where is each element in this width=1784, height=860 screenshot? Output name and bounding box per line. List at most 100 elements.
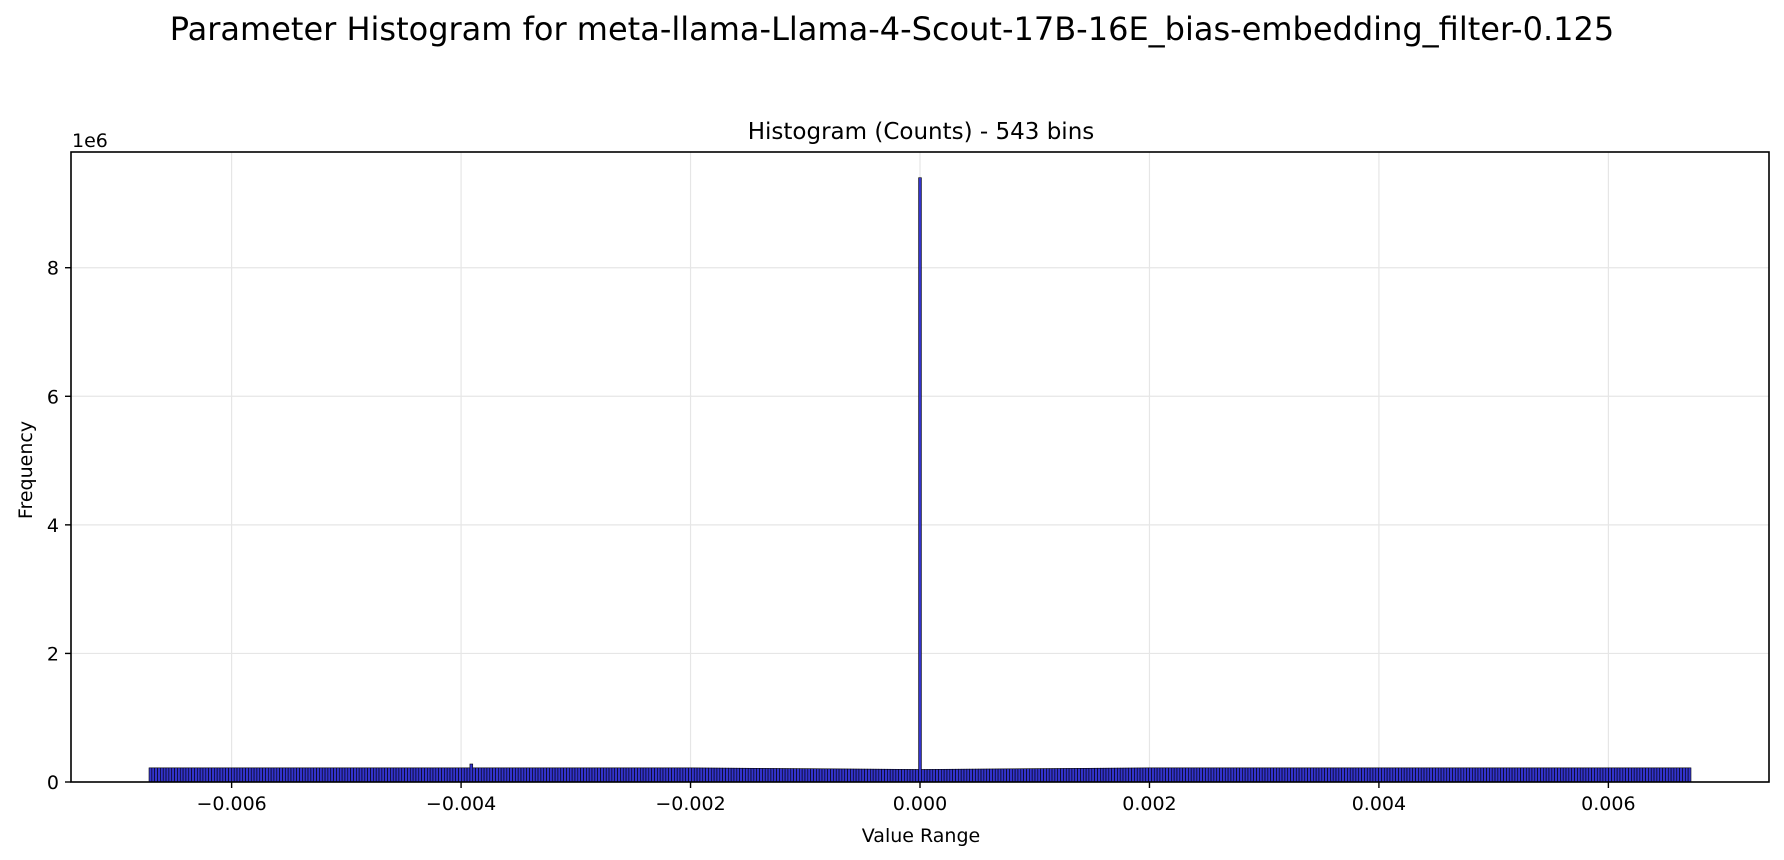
histogram-bar	[1091, 767, 1095, 783]
histogram-bar	[353, 767, 357, 783]
histogram-bar	[1159, 767, 1164, 783]
histogram-bar	[1057, 768, 1061, 783]
histogram-bar	[1219, 767, 1223, 783]
histogram-bar	[796, 768, 800, 783]
histogram-bar	[1412, 767, 1416, 783]
histogram-bar	[855, 768, 860, 783]
histogram-bar	[512, 767, 516, 783]
histogram-bar	[480, 767, 485, 783]
histogram-bar	[1585, 767, 1590, 783]
histogram-bar	[409, 767, 414, 783]
histogram-bar	[424, 767, 428, 783]
histogram-bar	[293, 767, 297, 783]
histogram-bar	[1244, 767, 1249, 783]
histogram-bar	[304, 767, 309, 783]
histogram-bar	[1673, 767, 1678, 783]
histogram-bar	[242, 767, 246, 783]
histogram-bar	[966, 768, 970, 783]
histogram-bar	[1500, 767, 1504, 783]
histogram-bar	[1037, 768, 1041, 783]
histogram-bar	[1395, 767, 1399, 783]
histogram-bar	[350, 767, 354, 783]
histogram-bar	[921, 769, 925, 783]
histogram-bar	[764, 768, 769, 783]
histogram-bar	[489, 767, 493, 783]
histogram-bar	[208, 767, 212, 783]
histogram-bar	[642, 767, 647, 783]
histogram-bar	[1551, 767, 1555, 783]
histogram-bar	[617, 767, 621, 783]
x-tick-label: −0.004	[426, 793, 496, 815]
histogram-bar	[975, 768, 979, 783]
histogram-bar	[1273, 767, 1277, 783]
histogram-bar	[605, 767, 610, 783]
histogram-bar	[892, 768, 897, 783]
histogram-bar	[1074, 768, 1078, 783]
histogram-bar	[915, 769, 919, 783]
histogram-bar	[256, 767, 261, 783]
histogram-bar	[1287, 767, 1291, 783]
histogram-bar	[1179, 767, 1183, 783]
histogram-bar	[265, 767, 269, 783]
histogram-bar	[824, 768, 829, 783]
histogram-bar	[594, 767, 598, 783]
histogram-bar	[935, 769, 939, 783]
histogram-bar	[909, 769, 914, 783]
histogram-bar	[1633, 767, 1638, 783]
histogram-bar	[847, 768, 851, 783]
histogram-bar	[404, 767, 408, 783]
histogram-bar	[872, 768, 877, 783]
histogram-bar	[938, 769, 942, 783]
histogram-bar	[1616, 767, 1621, 783]
histogram-bar	[1165, 767, 1169, 783]
histogram-bar	[997, 768, 1002, 783]
histogram-bar	[560, 767, 564, 783]
histogram-bar	[591, 767, 596, 783]
histogram-bar	[904, 769, 908, 783]
histogram-bar	[972, 768, 976, 783]
histogram-bar	[472, 767, 476, 783]
histogram-bar	[160, 767, 164, 783]
histogram-bar	[387, 767, 391, 783]
histogram-bar	[1105, 767, 1110, 783]
histogram-bar	[1131, 767, 1135, 783]
histogram-bar	[1307, 767, 1311, 783]
histogram-bar	[1000, 768, 1005, 783]
histogram-bar	[1355, 767, 1360, 783]
figure-suptitle: Parameter Histogram for meta-llama-Llama…	[170, 10, 1614, 48]
histogram-bar	[1173, 767, 1178, 783]
histogram-bar	[583, 767, 587, 783]
histogram-bar	[1020, 768, 1024, 783]
histogram-bar	[1480, 767, 1484, 783]
x-axis-ticks: −0.006 −0.004 −0.002 0.000 0.002 0.004 0.006	[196, 782, 1636, 815]
histogram-bar	[529, 767, 533, 783]
histogram-bar	[1156, 767, 1161, 783]
histogram-bar	[818, 768, 823, 783]
histogram-bar	[580, 767, 584, 783]
histogram-bar	[177, 767, 181, 783]
histogram-bar	[520, 767, 525, 783]
histogram-bar	[1338, 767, 1342, 783]
histogram-bar	[906, 769, 911, 783]
histogram-bar	[1298, 767, 1303, 783]
histogram-bar	[1659, 767, 1663, 783]
histogram-bar	[1259, 767, 1263, 783]
histogram-bar	[710, 767, 715, 783]
histogram-bar	[725, 767, 729, 783]
histogram-bar	[313, 767, 317, 783]
histogram-bar	[483, 767, 488, 783]
histogram-bar	[222, 767, 226, 783]
histogram-bar	[1077, 768, 1081, 783]
histogram-bar	[787, 768, 792, 783]
histogram-bar	[1565, 767, 1570, 783]
histogram-bar	[1579, 767, 1584, 783]
histogram-bar	[1548, 767, 1553, 783]
histogram-bar	[1389, 767, 1394, 783]
histogram-bar	[816, 768, 820, 783]
histogram-bar	[1386, 767, 1391, 783]
histogram-bar	[1108, 767, 1112, 783]
histogram-bar	[1202, 767, 1206, 783]
histogram-bar	[1614, 767, 1618, 783]
histogram-bar	[509, 767, 513, 783]
